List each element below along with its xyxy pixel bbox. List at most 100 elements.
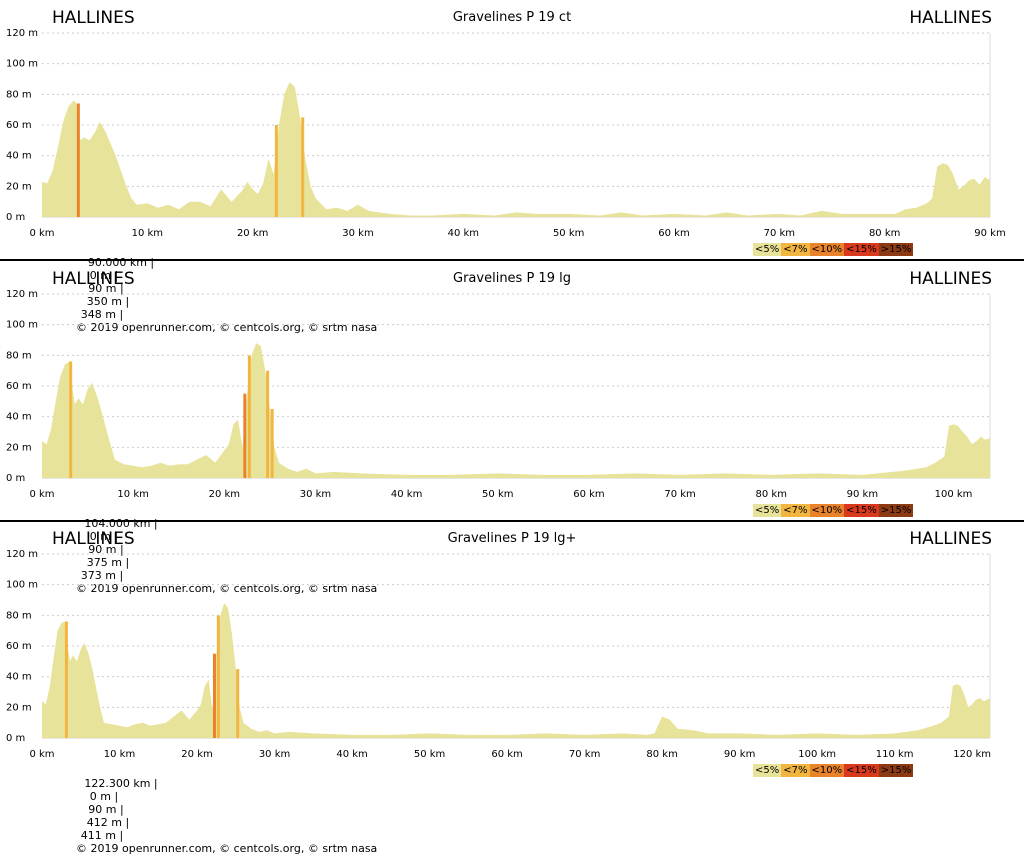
steep-segment [243,393,247,478]
x-tick-label: 10 km [132,228,163,239]
x-tick-label: 110 km [876,749,914,760]
start-place-label: HALLINES [52,269,135,289]
x-tick-label: 80 km [756,489,787,500]
elevation-area [42,82,990,217]
end-place-label: HALLINES [909,269,992,289]
slope-legend: <5% <7% <10% <15% >15% [753,764,914,777]
y-tick-label: 100 m [6,580,38,591]
x-tick-label: 10 km [117,489,148,500]
x-tick-label: 90 km [974,228,1005,239]
stat-credits: © 2019 openrunner.com, © centcols.org, ©… [76,582,378,595]
steep-segment [212,653,216,738]
legend-item: <7% [781,504,810,517]
slope-legend: <5% <7% <10% <15% >15% [753,243,914,256]
steep-segment [216,615,220,738]
stat-max-altitude: 90 m | [88,803,124,816]
stat-climb: 375 m | [86,556,130,569]
y-tick-label: 100 m [6,59,38,70]
y-tick-label: 0 m [6,212,25,223]
y-tick-label: 40 m [6,672,32,683]
y-tick-label: 100 m [6,320,38,331]
x-tick-label: 0 km [29,749,54,760]
x-tick-label: 40 km [391,489,422,500]
start-place-label: HALLINES [52,529,135,549]
x-tick-label: 40 km [336,749,367,760]
x-tick-label: 30 km [300,489,331,500]
elevation-chart-2: 0 m 20 m 40 m 60 m 80 m 100 m 120 m 0 km 10 km 20… [6,289,991,500]
x-tick-label: 70 km [764,228,795,239]
x-tick-label: 50 km [482,489,513,500]
y-tick-label: 0 m [6,473,25,484]
x-tick-label: 60 km [491,749,522,760]
y-tick-label: 120 m [6,28,38,39]
y-tick-label: 120 m [6,289,38,300]
y-tick-label: 20 m [6,442,32,453]
stat-climb: 350 m | [86,295,130,308]
legend-item: <15% [844,764,879,777]
x-tick-label: 0 km [29,489,54,500]
x-tick-label: 90 km [724,749,755,760]
y-tick-label: 20 m [6,181,32,192]
legend-item: <15% [844,504,879,517]
legend-item: <7% [781,243,810,256]
legend-item: >15% [878,243,914,256]
x-tick-label: 80 km [646,749,677,760]
stat-max-altitude: 90 m | [88,282,124,295]
steep-segment [274,125,278,217]
y-tick-label: 60 m [6,641,32,652]
panel-divider [0,520,1024,522]
legend-item: <5% [753,504,782,517]
y-tick-label: 20 m [6,702,32,713]
y-tick-label: 40 m [6,412,32,423]
start-place-label: HALLINES [52,8,135,28]
y-tick-label: 60 m [6,120,32,131]
steep-segment [266,370,270,478]
elevation-chart-3: 0 m 20 m 40 m 60 m 80 m 100 m 120 m 0 km 10 km 20… [6,549,991,760]
x-tick-label: 30 km [342,228,373,239]
chart-title: Gravelines P 19 lg+ [447,531,577,546]
x-tick-label: 20 km [181,749,212,760]
x-tick-label: 80 km [869,228,900,239]
stat-credits: © 2019 openrunner.com, © centcols.org, ©… [76,842,378,855]
x-tick-label: 70 km [569,749,600,760]
steep-segment [236,669,240,738]
legend-item: <15% [844,243,879,256]
legend-item: <5% [753,243,782,256]
y-tick-label: 40 m [6,151,32,162]
elevation-area [42,343,990,478]
stat-min-altitude: 0 m | [89,790,119,803]
x-tick-label: 100 km [935,489,973,500]
stat-max-altitude: 90 m | [88,543,124,556]
x-tick-label: 60 km [573,489,604,500]
y-tick-label: 80 m [6,610,32,621]
legend-item: <10% [809,764,845,777]
stat-descent: 373 m | [80,569,124,582]
chart-title: Gravelines P 19 ct [452,10,572,25]
profile-panel-1: 0 m 20 m 40 m 60 m 80 m 100 m 120 m 0 km 10 km 20… [0,0,1024,334]
stat-distance: 122.300 km | [84,777,158,790]
y-tick-label: 60 m [6,381,32,392]
x-tick-label: 0 km [29,228,54,239]
legend-item: >15% [878,504,914,517]
panel-divider [0,259,1024,261]
stat-climb: 412 m | [86,816,130,829]
elevation-area [42,603,990,738]
legend-item: >15% [878,764,914,777]
steep-segment [301,117,305,217]
y-tick-label: 0 m [6,733,25,744]
steep-segment [69,361,73,478]
stat-min-altitude: 0 m | [89,269,119,282]
x-tick-label: 30 km [259,749,290,760]
end-place-label: HALLINES [909,8,992,28]
x-tick-label: 40 km [448,228,479,239]
x-tick-label: 20 km [209,489,240,500]
steep-segment [76,103,80,217]
x-tick-label: 90 km [847,489,878,500]
x-tick-label: 10 km [104,749,135,760]
profile-panel-2: 0 m 20 m 40 m 60 m 80 m 100 m 120 m 0 km 10 km 20… [0,261,1024,595]
x-tick-label: 70 km [664,489,695,500]
stat-min-altitude: 0 m | [89,530,119,543]
steep-segment [64,621,68,738]
legend-item: <10% [809,504,845,517]
legend-item: <10% [809,243,845,256]
